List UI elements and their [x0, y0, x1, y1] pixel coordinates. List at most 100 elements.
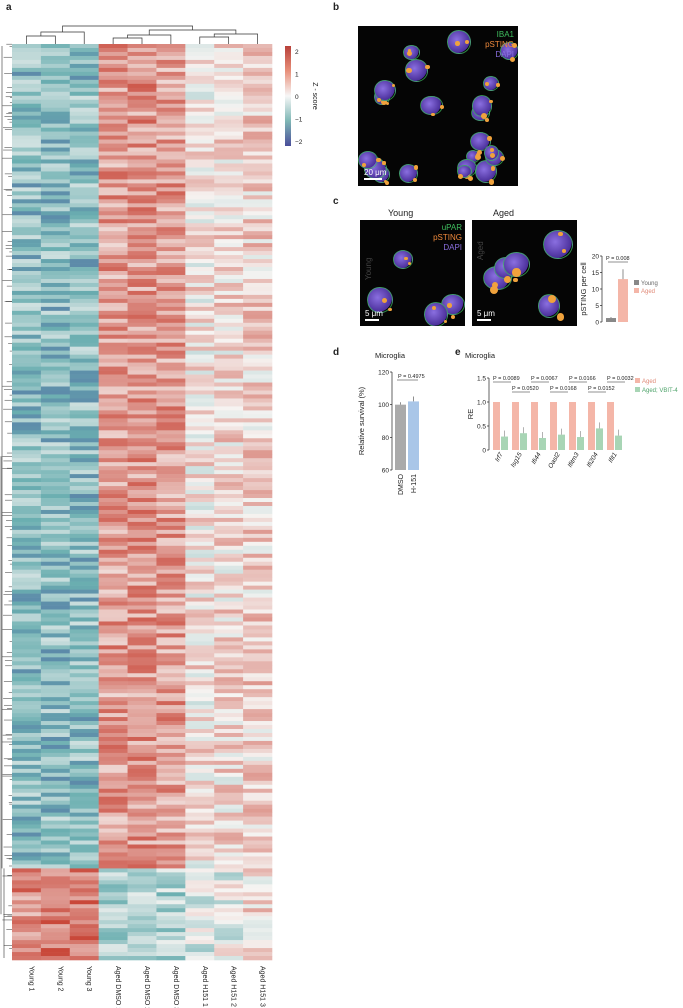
heatmap-cell — [127, 561, 157, 567]
heatmap-cell — [185, 502, 215, 507]
heatmap-cell — [243, 454, 273, 459]
heatmap-cell — [40, 585, 71, 590]
heatmap-cell — [243, 681, 273, 686]
microscopy-field — [472, 220, 577, 326]
heatmap-cell — [40, 502, 71, 507]
heatmap-cell — [243, 91, 273, 97]
heatmap-cell — [156, 310, 186, 316]
heatmap-cell — [214, 860, 244, 865]
heatmap-cell — [40, 322, 71, 328]
heatmap-cell — [243, 67, 273, 73]
heatmap-cell — [243, 625, 273, 630]
heatmap-cell — [214, 924, 244, 929]
heatmap-cell — [12, 406, 42, 411]
heatmap-cell — [40, 820, 71, 825]
heatmap-cell — [243, 490, 273, 495]
heatmap-cell — [185, 796, 215, 801]
heatmap-cell — [12, 91, 42, 97]
heatmap-cell — [12, 251, 42, 256]
heatmap-cell — [12, 322, 42, 328]
heatmap-cell — [12, 780, 42, 786]
heatmap-cell — [185, 255, 215, 260]
heatmap-cell — [127, 55, 157, 61]
heatmap-cell — [214, 617, 244, 622]
heatmap-cell — [185, 350, 215, 355]
heatmap-cell — [98, 928, 128, 933]
heatmap-cell — [40, 876, 71, 881]
heatmap-cell — [40, 617, 71, 622]
heatmap-cell — [243, 474, 273, 479]
heatmap-cell — [12, 744, 42, 750]
heatmap-cell — [127, 199, 157, 204]
heatmap-cell — [156, 346, 186, 351]
heatmap-cell — [98, 920, 128, 925]
heatmap-cell — [156, 183, 186, 188]
heatmap-cell — [40, 804, 71, 809]
heatmap-cell — [156, 83, 186, 89]
heatmap-cell — [12, 223, 42, 228]
heatmap-cell — [243, 482, 273, 487]
heatmap-cell — [185, 490, 215, 495]
heatmap-cell — [214, 936, 244, 941]
heatmap-cell — [185, 517, 215, 523]
heatmap-cell — [40, 199, 71, 204]
heatmap-cell — [98, 900, 128, 905]
dendrogram-branch — [199, 36, 230, 44]
heatmap-cell — [98, 585, 128, 590]
heatmap-cell — [98, 633, 128, 638]
heatmap-cell — [12, 44, 42, 49]
heatmap-cell — [98, 386, 128, 391]
iba1-pSTING-image: IBA1 pSTING DAPI 20 μm — [358, 26, 518, 186]
heatmap-cell — [69, 442, 99, 447]
heatmap-cell — [185, 936, 215, 941]
heatmap-cell — [156, 565, 186, 571]
heatmap-cell — [185, 167, 215, 172]
heatmap-cell — [243, 585, 273, 590]
heatmap-cell — [185, 211, 215, 216]
heatmap-cell — [69, 669, 99, 674]
heatmap-cell — [127, 697, 157, 702]
heatmap-cell — [69, 51, 99, 57]
heatmap-cell — [12, 450, 42, 455]
heatmap-cell — [156, 900, 186, 905]
heatmap-cell — [98, 446, 128, 451]
heatmap-cell — [40, 629, 71, 634]
heatmap-cell — [214, 251, 244, 256]
heatmap-cell — [214, 896, 244, 901]
heatmap-cell — [185, 243, 215, 248]
heatmap-cell — [98, 625, 128, 630]
pSTING-puncta — [468, 176, 474, 182]
heatmap-cell — [214, 732, 244, 738]
heatmap-cell — [69, 780, 99, 786]
heatmap-cell — [156, 87, 186, 93]
heatmap-cell — [40, 840, 71, 845]
heatmap-cell — [69, 502, 99, 507]
heatmap-cell — [98, 402, 128, 407]
heatmap-cell — [214, 581, 244, 586]
heatmap-cell — [69, 920, 99, 925]
heatmap-cell — [12, 844, 42, 849]
heatmap-cell — [40, 892, 71, 897]
heatmap-cell — [40, 219, 71, 224]
heatmap-cell — [214, 223, 244, 228]
heatmap-cell — [156, 681, 186, 686]
heatmap-cell — [12, 621, 42, 626]
heatmap-cell — [214, 231, 244, 236]
heatmap-cell — [69, 434, 99, 439]
heatmap-cell — [40, 290, 71, 296]
heatmap-cell — [69, 350, 99, 355]
heatmap-cell — [98, 414, 128, 419]
heatmap-cell — [243, 175, 273, 180]
bar — [596, 428, 603, 450]
heatmap-cell — [214, 533, 244, 539]
heatmap-cell — [127, 59, 157, 65]
heatmap-cell — [69, 553, 99, 559]
heatmap-cell — [243, 792, 273, 798]
heatmap-cell — [40, 131, 71, 136]
heatmap-cell — [12, 589, 42, 594]
heatmap-cell — [40, 434, 71, 439]
heatmap-cell — [98, 434, 128, 439]
heatmap-cell — [12, 557, 42, 563]
heatmap-cell — [12, 414, 42, 419]
heatmap-cell — [243, 318, 273, 324]
